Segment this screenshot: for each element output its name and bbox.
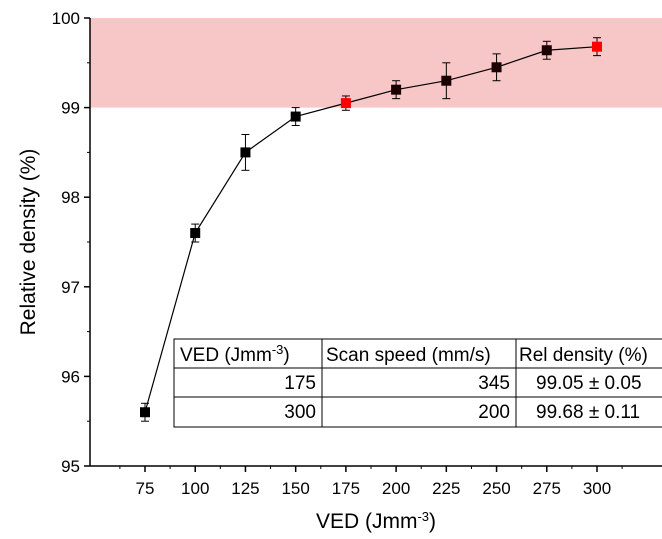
table-cell-speed: 200 bbox=[478, 402, 510, 423]
data-point bbox=[240, 147, 251, 158]
x-tick-label: 225 bbox=[432, 479, 460, 498]
y-tick-label: 95 bbox=[61, 457, 80, 476]
x-tick-label: 175 bbox=[332, 479, 360, 498]
x-tick-labels: 75 100 125 150 175 200 225 250 275 300 bbox=[136, 479, 612, 498]
data-point bbox=[140, 407, 150, 418]
table-border bbox=[173, 338, 662, 428]
y-tick-label: 96 bbox=[61, 367, 80, 386]
x-tick-label: 75 bbox=[136, 479, 155, 498]
data-point bbox=[592, 41, 602, 52]
y-tick-label: 99 bbox=[61, 99, 80, 118]
y-tick-label: 97 bbox=[61, 278, 80, 297]
x-axis-title: VED (Jmm-3) bbox=[316, 509, 436, 534]
table-cell-ved: 300 bbox=[284, 402, 316, 423]
x-tick-label: 150 bbox=[281, 479, 309, 498]
y-tick-labels: 95 96 97 98 99 100 bbox=[52, 9, 80, 476]
x-tick-label: 125 bbox=[231, 479, 259, 498]
x-tick-label: 275 bbox=[533, 479, 561, 498]
inset-table: VED (Jmm-3) Scan speed (mm/s) Rel densit… bbox=[173, 338, 662, 428]
data-point bbox=[491, 62, 502, 73]
series-line bbox=[144, 46, 598, 413]
x-tick-label: 100 bbox=[181, 479, 209, 498]
table-cell-density: 99.68 ± 0.11 bbox=[536, 402, 640, 423]
highlight-band bbox=[90, 18, 662, 108]
y-axis-title: Relative density (%) bbox=[17, 149, 40, 336]
table-cell-density: 99.05 ± 0.05 bbox=[536, 373, 642, 394]
data-point bbox=[340, 98, 351, 109]
table-cell-speed: 345 bbox=[478, 373, 510, 394]
data-point bbox=[441, 75, 452, 86]
x-tick-label: 250 bbox=[482, 479, 510, 498]
table-header-speed: Scan speed (mm/s) bbox=[326, 345, 491, 366]
x-tick-label: 300 bbox=[583, 479, 611, 498]
table-cell-ved: 175 bbox=[284, 373, 316, 394]
data-point bbox=[541, 45, 552, 56]
axis-ticks bbox=[84, 17, 623, 472]
table-header-density: Rel density (%) bbox=[519, 345, 648, 366]
y-tick-label: 98 bbox=[61, 188, 80, 207]
data-point bbox=[290, 111, 301, 122]
y-tick-label: 100 bbox=[52, 9, 80, 28]
table-header-ved: VED (Jmm-3) bbox=[180, 342, 290, 367]
data-point bbox=[391, 84, 402, 95]
data-point bbox=[190, 228, 201, 239]
data-markers bbox=[140, 41, 602, 418]
x-tick-label: 200 bbox=[382, 479, 410, 498]
